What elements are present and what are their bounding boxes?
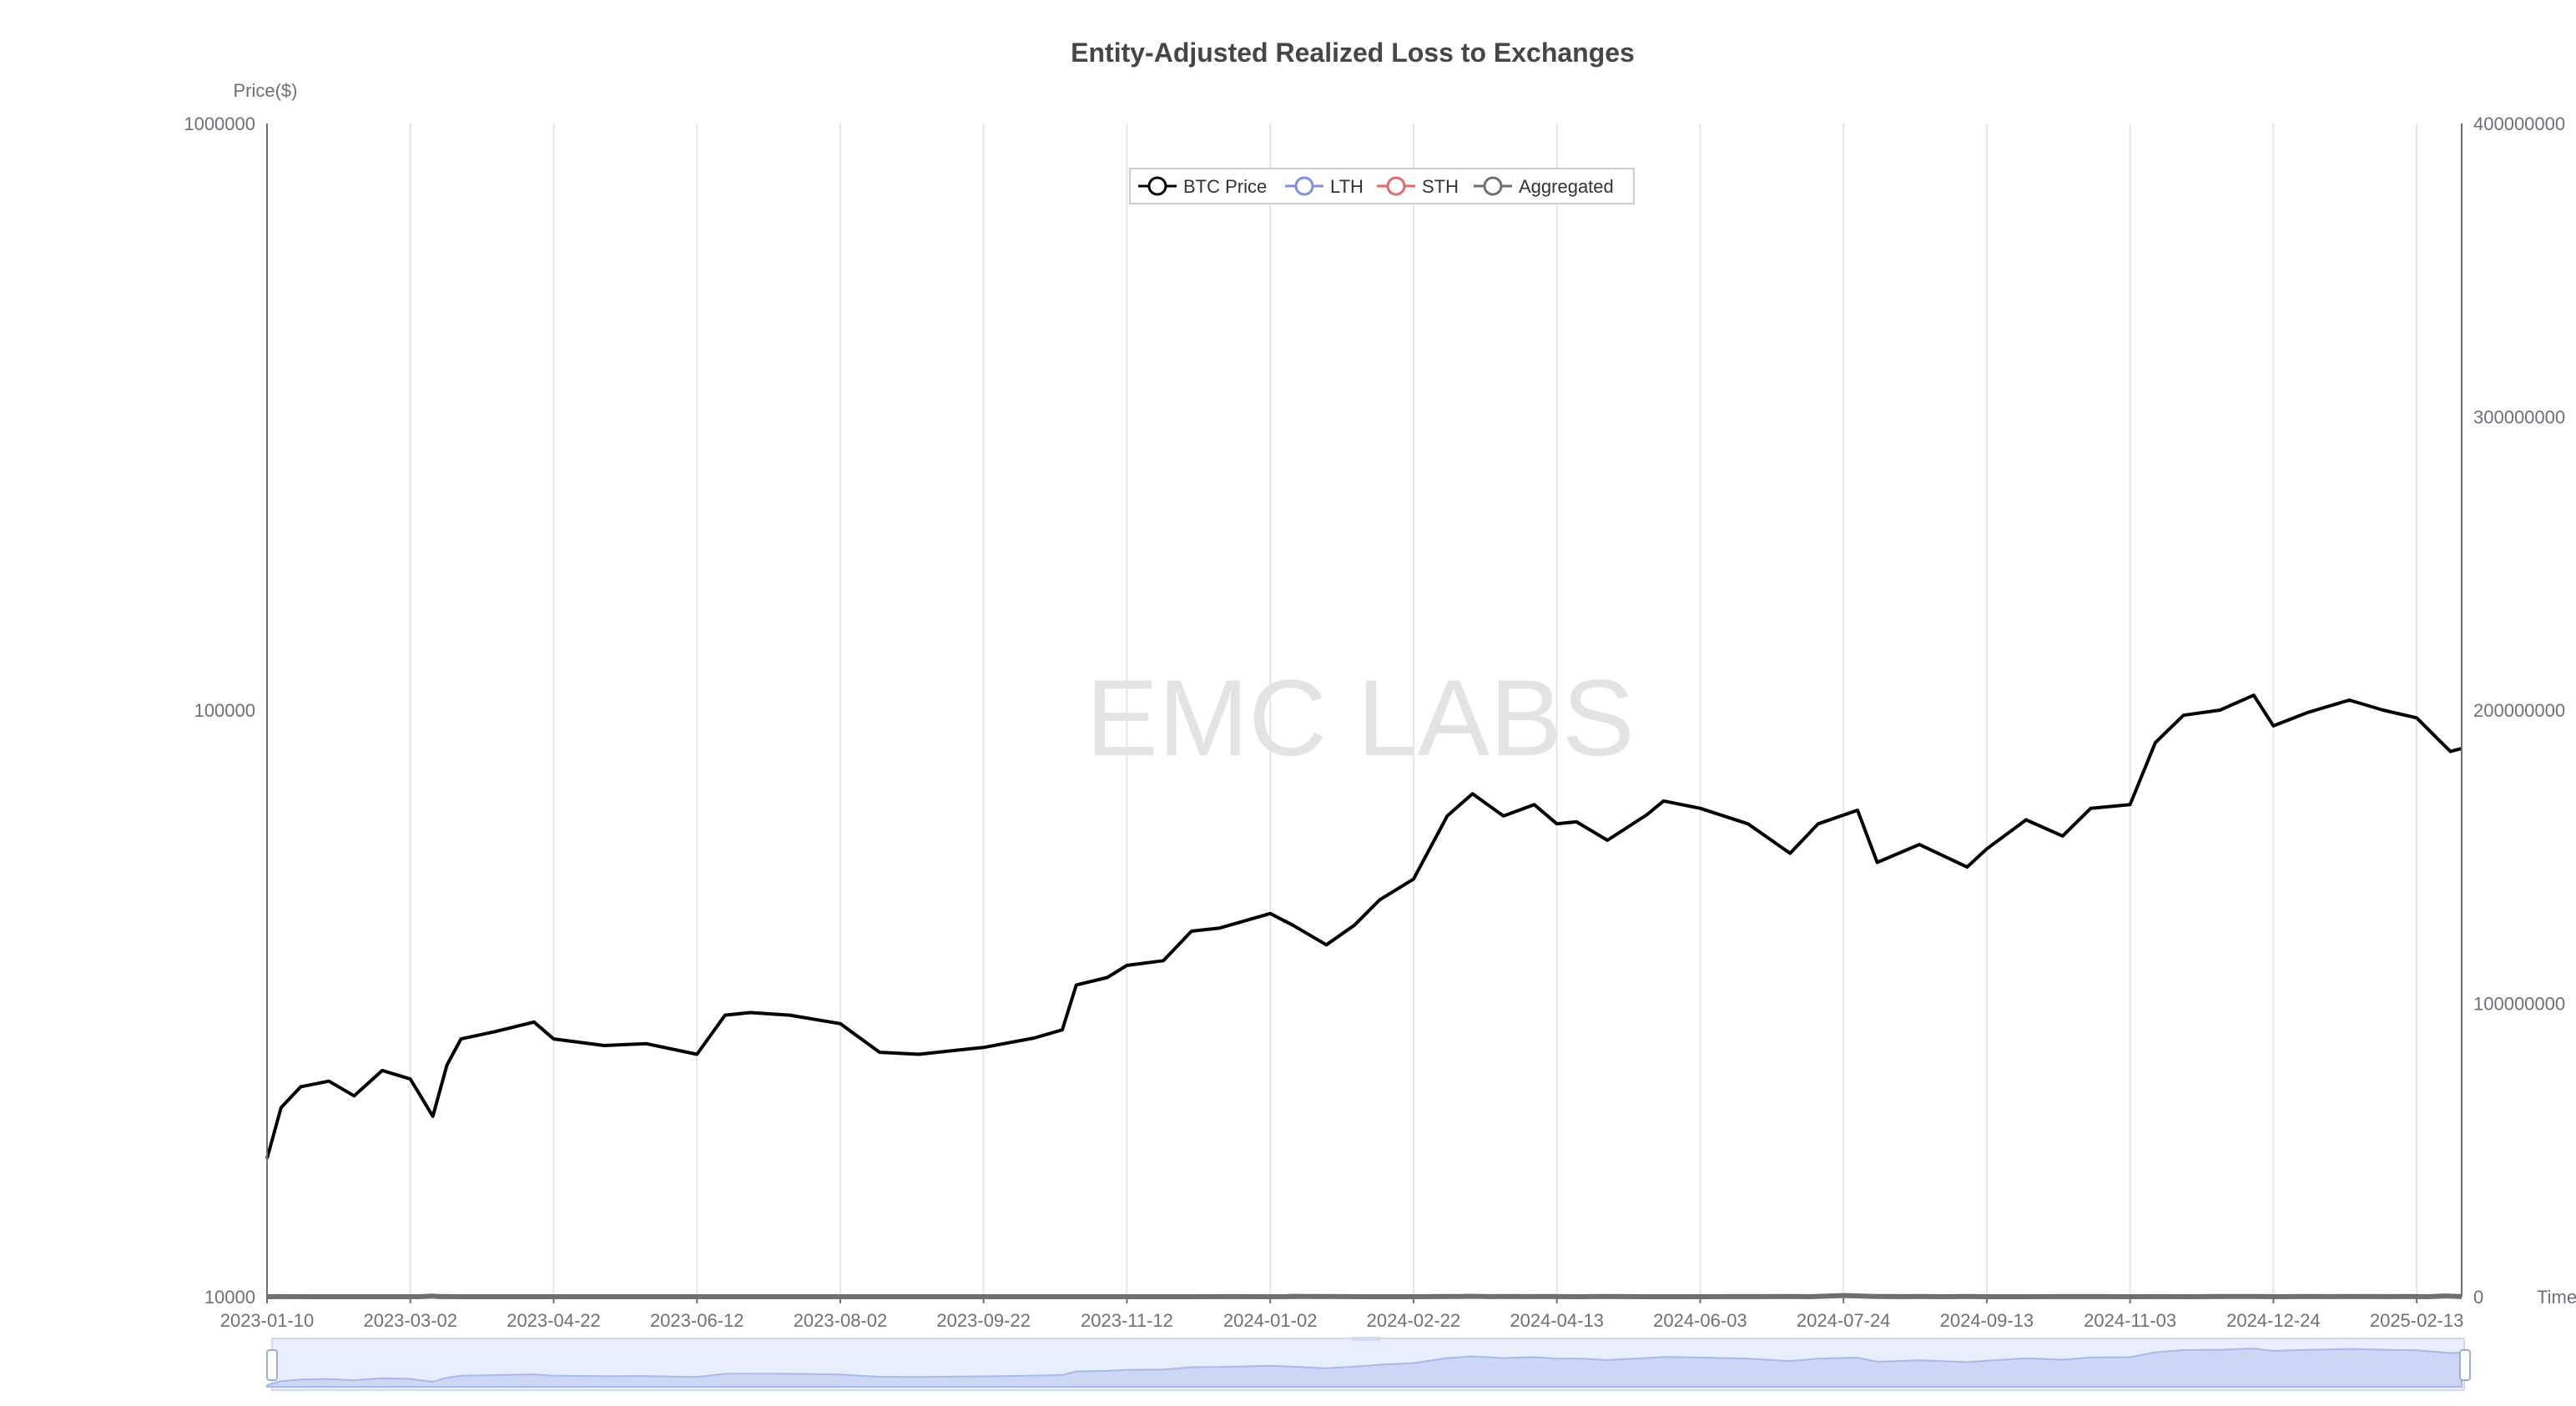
x-tick-label: 2023-01-10 xyxy=(220,1310,315,1331)
left-tick-label: 10000 xyxy=(204,1287,255,1308)
left-tick-label: 100000 xyxy=(194,700,255,721)
x-axis-ticks: 2023-01-10 2023-03-02 2023-04-22 2023-06-12… xyxy=(220,1297,2464,1331)
right-tick-label: 400000000 xyxy=(2473,113,2565,134)
legend-marker xyxy=(1483,176,1503,196)
right-axis-ticks: 0 100000000 200000000 300000000 400000000 xyxy=(2473,113,2565,1308)
x-tick-label: 2023-11-12 xyxy=(1081,1310,1173,1331)
legend-label: STH xyxy=(1422,176,1459,197)
data-zoom-handle-right[interactable] xyxy=(2459,1349,2471,1381)
left-tick-label: 1000000 xyxy=(184,113,255,134)
x-tick-label: 2023-06-12 xyxy=(650,1310,744,1331)
grid-lines xyxy=(266,123,2418,1297)
legend-label: LTH xyxy=(1330,176,1364,197)
x-tick-label: 2023-03-02 xyxy=(363,1310,457,1331)
legend-marker xyxy=(1386,176,1406,196)
btc-price-line xyxy=(265,693,2463,1159)
x-tick-label: 2024-07-24 xyxy=(1797,1310,1891,1331)
legend-item[interactable]: STH xyxy=(1377,176,1459,197)
legend-marker xyxy=(1147,176,1167,196)
x-axis-name: Time xyxy=(2537,1287,2576,1308)
x-tick-label: 2023-08-02 xyxy=(794,1310,888,1331)
right-tick-label: 0 xyxy=(2473,1287,2483,1308)
data-zoom-handle-left[interactable] xyxy=(266,1349,278,1381)
right-tick-label: 100000000 xyxy=(2473,994,2565,1015)
data-zoom-slider[interactable] xyxy=(266,1337,2471,1391)
x-tick-label: 2024-04-13 xyxy=(1510,1310,1604,1331)
x-tick-label: 2024-09-13 xyxy=(1940,1310,2034,1331)
legend-item[interactable]: BTC Price xyxy=(1138,176,1267,197)
legend-marker xyxy=(1294,176,1314,196)
legend[interactable]: BTC Price LTH STH Aggregated xyxy=(1129,168,1635,204)
legend-item[interactable]: Aggregated xyxy=(1474,176,1614,197)
x-tick-label: 2024-11-03 xyxy=(2084,1310,2176,1331)
left-axis-name: Price($) xyxy=(233,80,297,101)
x-tick-label: 2024-01-02 xyxy=(1223,1310,1318,1331)
legend-label: Aggregated xyxy=(1519,176,1614,197)
chart-title: Entity-Adjusted Realized Loss to Exchang… xyxy=(1071,38,1635,68)
x-tick-label: 2025-02-13 xyxy=(2370,1310,2464,1331)
legend-item[interactable]: LTH xyxy=(1285,176,1364,197)
legend-label: BTC Price xyxy=(1183,176,1267,197)
x-tick-label: 2024-02-22 xyxy=(1367,1310,1461,1331)
left-axis-ticks: 10000 100000 1000000 xyxy=(184,113,255,1308)
watermark: EMC LABS xyxy=(1086,657,1634,779)
right-tick-label: 300000000 xyxy=(2473,407,2565,428)
x-tick-label: 2024-06-03 xyxy=(1653,1310,1747,1331)
axes xyxy=(266,123,2463,1298)
x-tick-label: 2024-12-24 xyxy=(2226,1310,2321,1331)
x-tick-label: 2023-09-22 xyxy=(936,1310,1031,1331)
right-tick-label: 200000000 xyxy=(2473,700,2565,721)
data-zoom-drag-bar[interactable] xyxy=(1352,1337,1380,1341)
line-series xyxy=(265,693,2463,1299)
data-zoom-preview xyxy=(266,1348,2463,1388)
x-tick-label: 2023-04-22 xyxy=(507,1310,601,1331)
